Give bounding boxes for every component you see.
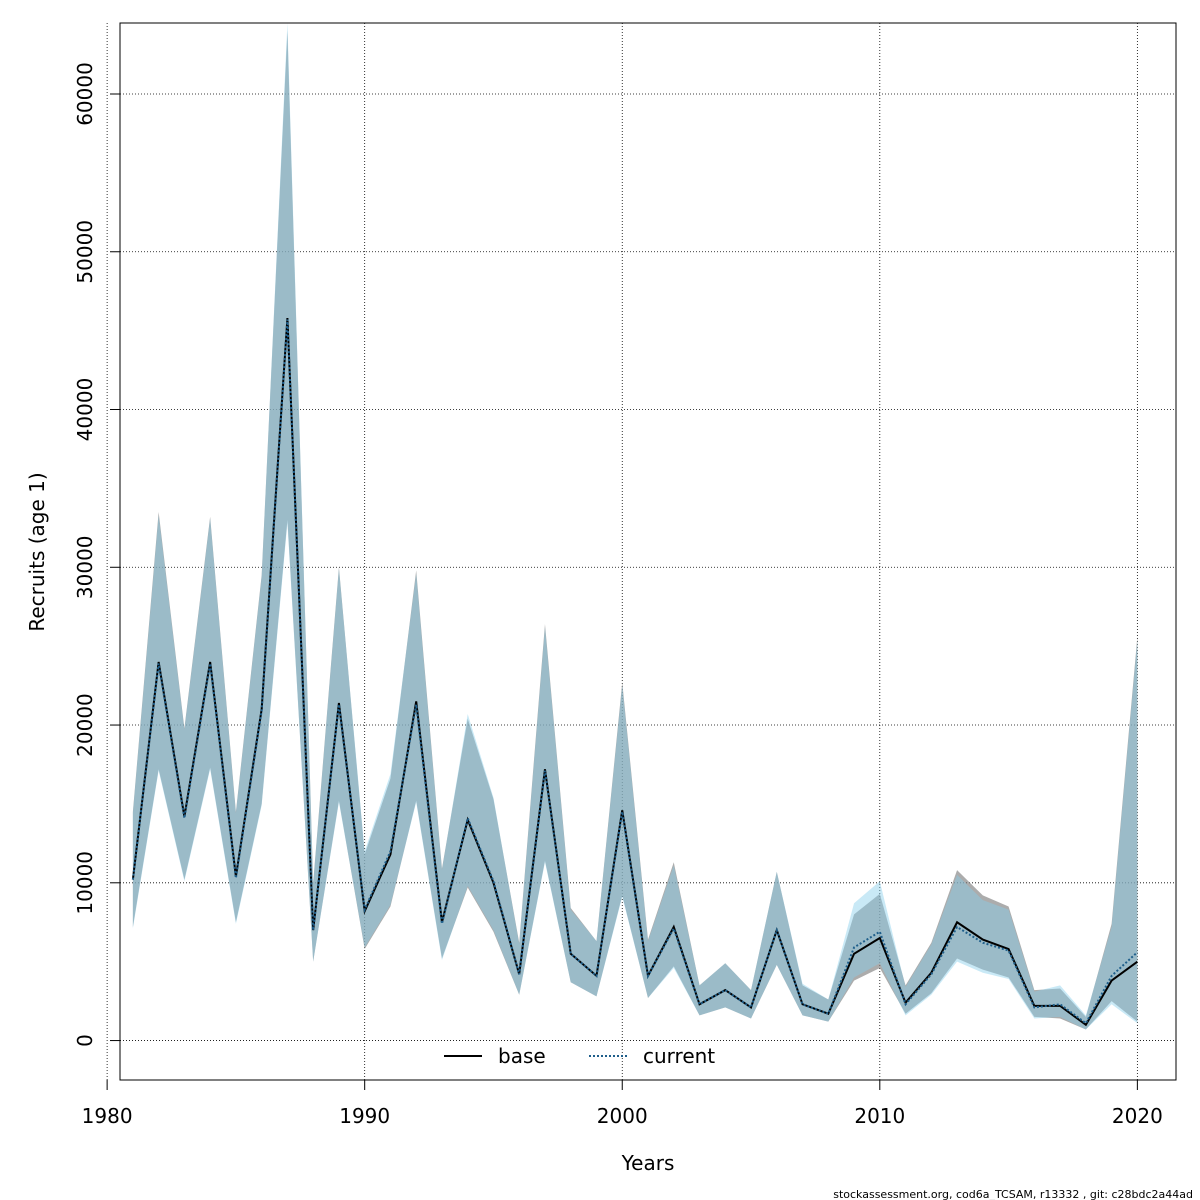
x-tick-label: 2000 <box>597 1104 648 1128</box>
confidence-bands <box>132 23 1138 1030</box>
y-tick-label: 30000 <box>73 535 97 599</box>
x-tick-label: 1980 <box>82 1104 133 1128</box>
x-axis-title: Years <box>621 1151 675 1175</box>
series-lines <box>131 317 1139 1027</box>
y-tick-label: 40000 <box>73 378 97 442</box>
footer-credit: stockassessment.org, cod6a_TCSAM, r13332… <box>833 1188 1193 1200</box>
grid-lines <box>106 23 1176 1080</box>
y-axis-title: Recruits (age 1) <box>25 472 49 631</box>
y-tick-label: 50000 <box>73 220 97 284</box>
current-series-line <box>131 319 1139 1025</box>
y-tick-label: 0 <box>73 1034 97 1047</box>
x-tick-label: 2010 <box>854 1104 905 1128</box>
y-tick-label: 20000 <box>73 693 97 757</box>
base-confidence-band <box>132 30 1138 1030</box>
legend-current-label: current <box>643 1044 715 1068</box>
plot-frame <box>119 22 1177 1081</box>
y-axis: 0 10000 20000 30000 40000 50000 60000 <box>73 62 120 1047</box>
x-tick-label: 1990 <box>339 1104 390 1128</box>
y-tick-label: 60000 <box>73 62 97 126</box>
current-confidence-band <box>132 23 1138 1030</box>
x-axis: 1980 1990 2000 2010 2020 <box>82 1080 1163 1128</box>
legend-base-label: base <box>498 1044 546 1068</box>
y-tick-label: 10000 <box>73 851 97 915</box>
x-tick-label: 2020 <box>1112 1104 1163 1128</box>
legend: base current <box>444 1044 715 1068</box>
